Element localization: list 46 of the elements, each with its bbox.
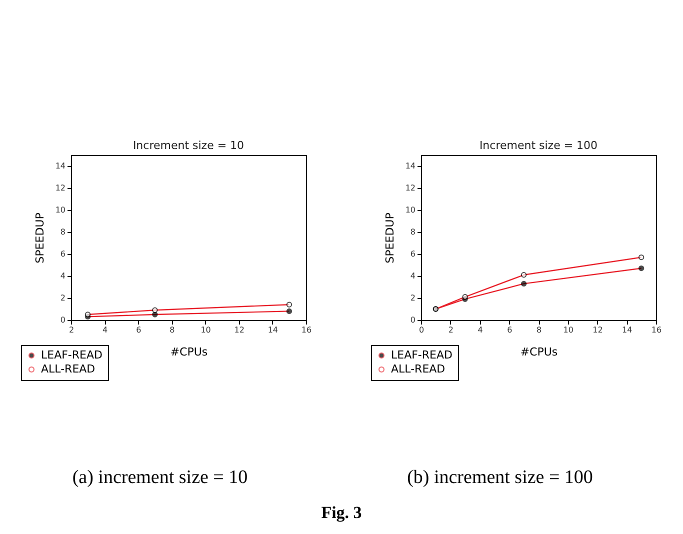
legend-label: ALL-READ [41, 362, 96, 376]
x-tick-label: 8 [170, 326, 175, 334]
x-axis-title: #CPUs [170, 346, 208, 358]
y-tick-label: 6 [410, 250, 416, 258]
y-axis-title: SPEEDUP [383, 212, 396, 264]
text: (b) increment size = 100 [406, 467, 594, 489]
y-tick-label: 8 [410, 228, 416, 236]
y-tick-label: 0 [60, 316, 66, 324]
x-tick-label: 2 [68, 326, 74, 334]
x-tick-label: 10 [200, 326, 211, 334]
y-tick-label: 12 [55, 184, 66, 192]
legend-label: ALL-READ [391, 362, 446, 376]
y-tick-label: 14 [405, 162, 416, 170]
y-tick-label: 10 [405, 206, 416, 214]
x-tick-label: 14 [622, 326, 632, 334]
legend-label: LEAF-READ [41, 348, 102, 362]
y-tick-label: 14 [55, 162, 66, 170]
y-tick-label: 0 [410, 316, 416, 324]
x-tick-label: 4 [102, 326, 108, 334]
y-tick-label: 10 [55, 206, 66, 214]
chart-title: Increment size = 10 [132, 139, 244, 152]
x-tick-label: 8 [536, 326, 542, 334]
chart-title: Increment size = 100 [479, 139, 598, 152]
x-tick-label: 4 [478, 326, 483, 334]
y-tick-label: 2 [60, 294, 66, 302]
legend-label: LEAF-READ [391, 348, 452, 362]
x-tick-label: 6 [507, 326, 512, 334]
x-tick-label: 6 [136, 326, 142, 334]
text: (a) increment size = 10 [71, 467, 249, 489]
y-axis-title: SPEEDUP [33, 212, 46, 264]
x-tick-label: 10 [563, 326, 574, 334]
y-tick-label: 6 [60, 250, 66, 258]
x-tick-label: 16 [651, 326, 662, 334]
x-tick-label: 0 [418, 326, 424, 334]
x-tick-label: 12 [234, 326, 244, 334]
x-tick-label: 16 [301, 326, 312, 334]
y-tick-label: 4 [410, 272, 416, 280]
y-tick-label: 4 [60, 272, 66, 280]
x-tick-label: 2 [448, 326, 454, 334]
y-tick-label: 12 [405, 184, 416, 192]
y-tick-label: 8 [60, 228, 66, 236]
x-axis-title: #CPUs [520, 346, 558, 358]
caption: Fig. 3 [320, 503, 363, 523]
x-tick-label: 14 [268, 326, 278, 334]
x-tick-label: 12 [592, 326, 603, 334]
y-tick-label: 2 [410, 294, 416, 302]
